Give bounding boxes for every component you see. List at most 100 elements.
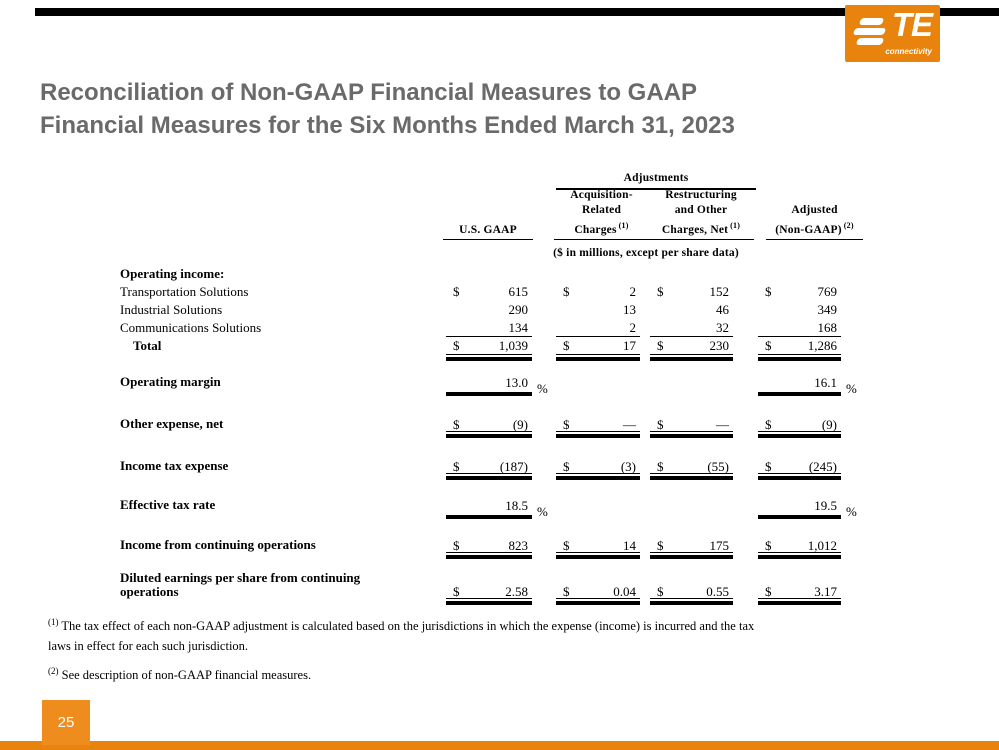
logo-bars-icon [855,38,885,45]
table-row: Total $1,039 $17 $230 $1,286 [120,337,861,361]
column-header: Adjusted (Non-GAAP) (2) [766,203,863,240]
cell-value: 14 [623,538,636,553]
page-title-line1: Reconciliation of Non-GAAP Financial Mea… [40,79,697,106]
dollar-sign: $ [563,417,570,432]
dollar-sign: $ [765,417,772,432]
dollar-sign: $ [657,284,664,299]
value-cell: $ (245) [758,459,841,480]
percent-suffix: % [846,381,857,396]
table-row: Diluted earnings per share from continui… [120,571,861,605]
table-row: Industrial Solutions 290 13 46 349 [120,301,861,319]
row-label: Total [133,338,162,353]
table-header: Adjustments U.S. GAAP Acquisition- Related… [120,160,863,264]
value-cell: 13.0 [446,375,532,396]
cell-value: 13.0 [505,375,528,390]
cell-value: 16.1 [814,375,837,390]
cell-value: 2 [629,320,637,335]
value-cell: $2.58 [446,584,532,605]
value-cell: $152 [650,283,733,301]
column-header: U.S. GAAP [443,223,533,240]
percent-suffix: % [537,381,548,396]
percent-suffix: % [846,504,857,519]
value-cell: 13 [556,301,640,319]
logo-bars-icon [858,18,885,25]
cell-value: 175 [709,538,730,553]
value-cell: $769 [758,283,841,301]
cell-value: 349 [817,302,838,317]
percent-suffix: % [537,504,548,519]
value-cell: $14 [556,538,640,559]
cell-value: 1,286 [807,338,837,353]
percent-suffix [841,423,861,438]
cell-value: 615 [508,284,529,299]
cell-value: (9) [821,417,837,432]
cell-value: 13 [623,302,636,317]
percent-suffix [841,301,861,319]
value-cell: $17 [556,337,640,361]
value-cell: 16.1 [758,375,841,396]
value-cell: 32 [650,319,733,337]
column-header: Restructuring and Other Charges, Net (1) [648,188,754,240]
value-cell: 18.5 [446,498,532,519]
cell-value: 0.04 [613,584,636,599]
value-cell: 46 [650,301,733,319]
percent-suffix [532,423,556,438]
table-body: Operating income: Transportation Solution… [120,265,861,605]
dollar-sign: $ [563,459,570,474]
logo-subtext: connectivity [885,47,932,56]
cell-value: 769 [817,284,838,299]
dollar-sign: $ [657,538,664,553]
cell-value: 19.5 [814,498,837,513]
dollar-sign: $ [765,284,772,299]
cell-value: 17 [623,338,636,353]
value-cell: $ — [650,417,733,438]
logo-bars-icon [852,28,887,35]
value-cell: $615 [446,283,532,301]
dollar-sign: $ [453,584,460,599]
value-cell: $0.55 [650,584,733,605]
dollar-sign: $ [765,584,772,599]
percent-suffix [532,301,556,319]
cell-value: (187) [499,459,528,474]
cell-value: (245) [808,459,837,474]
value-cell: $1,012 [758,538,841,559]
dollar-sign: $ [563,538,570,553]
percent-suffix [841,343,861,361]
percent-suffix [841,465,861,480]
column-header: Acquisition- Related Charges (1) [554,188,649,240]
row-label: Industrial Solutions [120,302,223,317]
footnote-text: laws in effect for each such jurisdictio… [48,639,249,654]
cell-value: (9) [512,417,528,432]
cell-value: 3.17 [814,584,837,599]
cell-value: — [716,417,729,432]
table-row: Transportation Solutions $615 $2 $152 $769 [120,283,861,301]
row-label: Income tax expense [120,458,229,473]
table-row: Other expense, net $ (9) $ — $ — $ (9) [120,416,861,438]
value-cell: $ (9) [446,417,532,438]
percent-suffix [532,544,556,559]
footnote-marker: (2) [48,666,59,677]
value-cell: $175 [650,538,733,559]
dollar-sign: $ [453,338,460,353]
cell-value: 0.55 [706,584,729,599]
percent-suffix [841,319,861,337]
footnotes: (1) The tax effect of each non-GAAP adju… [48,612,948,685]
page-title-line2: Financial Measures for the Six Months En… [40,112,735,139]
value-cell: $1,039 [446,337,532,361]
value-cell: 134 [446,319,532,337]
row-label: Operating income: [120,266,225,281]
value-cell: $3.17 [758,584,841,605]
value-cell: 2 [556,319,640,337]
table-row: Operating margin 13.0% 16.1% [120,374,861,396]
top-rule [35,8,999,16]
value-cell: 168 [758,319,841,337]
te-connectivity-logo: TE connectivity [845,5,940,62]
dollar-sign: $ [765,459,772,474]
cell-value: (3) [620,459,636,474]
adjustments-spanner: Adjustments [556,172,756,190]
cell-value: 823 [508,538,529,553]
row-label: Operating margin [120,374,221,389]
cell-value: 18.5 [505,498,528,513]
value-cell: $2 [556,283,640,301]
page-number-badge: 25 [42,700,90,745]
